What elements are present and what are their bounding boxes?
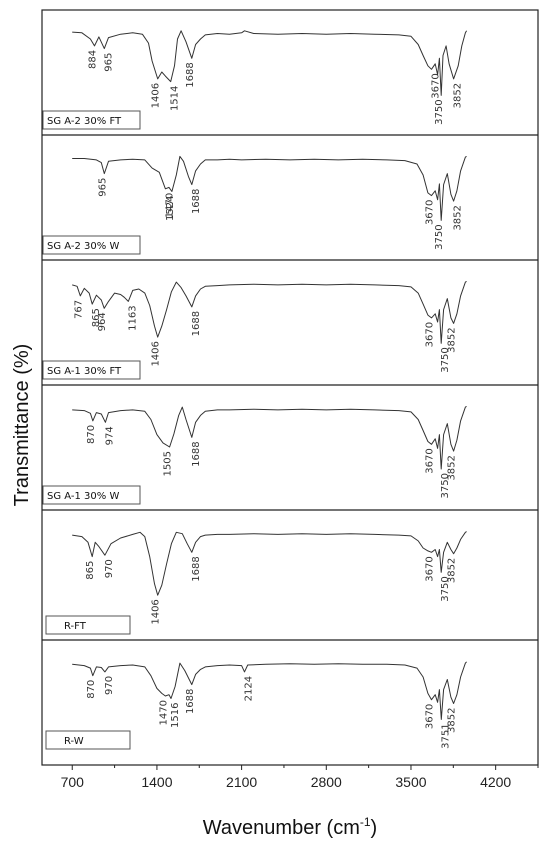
peak-label: 3750 — [434, 99, 445, 124]
x-axis-title-main: Wavenumber (cm — [203, 817, 360, 839]
peak-label: 3852 — [453, 83, 464, 108]
peak-label: 3852 — [447, 708, 458, 733]
peak-label: 1688 — [191, 556, 202, 581]
peak-label: 1688 — [191, 441, 202, 466]
peak-label: 2124 — [244, 676, 255, 701]
spectrum-line — [72, 30, 468, 96]
axes-layer — [41, 9, 539, 766]
peak-label: 3852 — [453, 205, 464, 230]
peak-label: 3670 — [425, 448, 436, 473]
y-axis-title: Transmittance (%) — [11, 344, 33, 507]
peak-label: 1470 — [164, 193, 175, 218]
sample-label: SG A-2 30% W — [47, 241, 119, 252]
x-tick-label: 2800 — [311, 774, 342, 790]
spectrum-line — [72, 155, 467, 221]
spectrum-line — [72, 280, 467, 344]
peak-label: 1688 — [185, 62, 196, 87]
sample-label-box — [42, 110, 141, 130]
peak-label: 3750 — [434, 224, 445, 249]
peak-label: 1516 — [170, 703, 181, 728]
peak-label: 884 — [88, 50, 99, 69]
plot-frame — [41, 9, 539, 766]
peak-label: 964 — [97, 312, 108, 331]
peak-label: 1406 — [151, 83, 162, 108]
x-tick-label: 1400 — [141, 774, 172, 790]
sample-label: SG A-2 30% FT — [47, 116, 122, 127]
peak-label: 1524 — [165, 196, 176, 221]
peak-label: 767 — [73, 300, 84, 319]
peak-label: 3852 — [447, 455, 458, 480]
x-axis-title-superscript: -1 — [360, 815, 371, 829]
sample-label: R-W — [64, 736, 84, 747]
sample-label-box — [42, 360, 141, 380]
x-tick-label: 2100 — [226, 774, 257, 790]
peak-label: 1514 — [170, 86, 181, 111]
sample-label-box — [45, 730, 131, 750]
peak-label: 970 — [104, 676, 115, 695]
sample-label: R-FT — [64, 621, 87, 632]
x-axis-title: Wavenumber (cm-1) — [203, 815, 377, 839]
peak-label: 3751 — [440, 723, 451, 748]
spectrum-line — [72, 661, 467, 720]
peak-label: 870 — [86, 425, 97, 444]
sample-label: SG A-1 30% W — [47, 491, 119, 502]
peak-label: 3750 — [440, 347, 451, 372]
peak-label: 1406 — [151, 599, 162, 624]
peak-label: 974 — [104, 426, 115, 445]
peak-label: 3670 — [431, 73, 442, 98]
peak-label: 865 — [91, 308, 102, 327]
peak-label: 1505 — [163, 451, 174, 476]
x-ticks-layer: 700 1400 2100 2800 3500 4200 — [61, 765, 539, 790]
sample-label: SG A-1 30% FT — [47, 366, 122, 377]
peak-label: 865 — [85, 561, 96, 580]
peak-label: 1688 — [191, 311, 202, 336]
x-axis-title-close: ) — [371, 817, 378, 839]
peak-label: 3750 — [440, 576, 451, 601]
sample-label-box — [42, 485, 141, 505]
peak-label: 965 — [103, 53, 114, 72]
spectrum-line — [72, 531, 467, 596]
peak-label: 3852 — [447, 558, 458, 583]
x-tick-label: 4200 — [480, 774, 511, 790]
peak-label: 3750 — [440, 473, 451, 498]
peak-label: 3670 — [425, 556, 436, 581]
peak-label: 1406 — [151, 341, 162, 366]
peak-label: 1688 — [185, 689, 196, 714]
sample-label-box — [42, 235, 141, 255]
sample-label-box — [45, 615, 131, 635]
peak-label: 3670 — [425, 200, 436, 225]
peak-label: 970 — [104, 559, 115, 578]
x-tick-label: 700 — [61, 774, 85, 790]
peak-label: 965 — [97, 178, 108, 197]
peak-label: 3852 — [447, 327, 458, 352]
peak-label: 1688 — [191, 189, 202, 214]
peak-label: 1470 — [158, 700, 169, 725]
peak-label: 3670 — [425, 322, 436, 347]
peak-label: 870 — [86, 680, 97, 699]
peak-label: 3670 — [425, 704, 436, 729]
peak-label: 1163 — [127, 305, 138, 330]
x-tick-label: 3500 — [395, 774, 426, 790]
spectrum-line — [72, 405, 467, 470]
